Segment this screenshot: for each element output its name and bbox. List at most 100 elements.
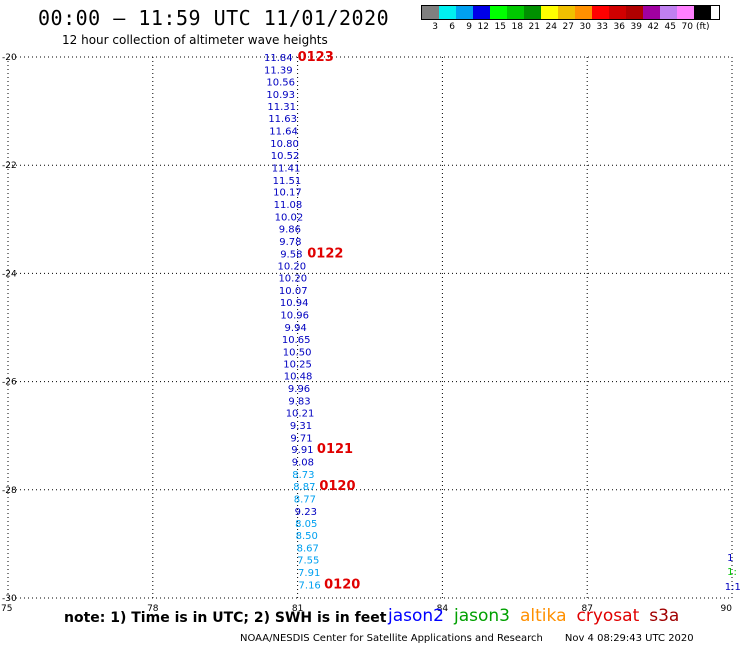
wave-height-label: 11.63: [268, 114, 297, 125]
pass-time-labels: 0123 0122 0121 0120 0120: [298, 50, 361, 592]
wave-height-label: 11.39: [264, 65, 293, 76]
color-scale-label: 18: [511, 22, 523, 32]
color-scale-label: 9: [466, 22, 472, 32]
color-scale-label: 12: [477, 22, 489, 32]
color-scale-label: 45: [664, 22, 676, 32]
wave-height-label: 10.20: [278, 274, 307, 285]
color-scale-labels: 3 6 9 12 15 18 21 24 27 30 33 36 39 42 45 70 (ft): [421, 22, 720, 32]
longitude-tick: 90: [721, 604, 733, 614]
latitude-tick: -24: [2, 269, 17, 279]
color-swatch: [643, 6, 660, 19]
color-swatch: [660, 6, 677, 19]
color-scale-label: 33: [596, 22, 608, 32]
satellite-legend-item: jason3: [454, 606, 510, 626]
wave-height-label: 11.64: [269, 127, 298, 138]
color-swatch: [473, 6, 490, 19]
generated-timestamp: Nov 4 08:29:43 UTC 2020: [564, 633, 694, 644]
color-scale-legend: 3 6 9 12 15 18 21 24 27 30 33 36 39 42 45 70 (ft): [421, 5, 720, 32]
color-swatch: [677, 6, 694, 19]
latitude-tick: -26: [2, 378, 17, 388]
wave-height-label: 10.17: [273, 188, 302, 199]
satellite-legend-item: s3a: [649, 606, 680, 626]
color-swatch: [422, 6, 439, 19]
longitude-tick-labels: 75 78 81 84 87 90: [1, 604, 732, 614]
satellite-legend: jason2 jason3 altika cryosat s3a: [388, 606, 679, 626]
color-scale-label: 36: [613, 22, 625, 32]
color-swatch: [609, 6, 626, 19]
wave-height-label: 10.48: [284, 372, 313, 383]
pass-time-label: 0120: [324, 577, 360, 592]
latitude-tick-labels: -20 -22 -24 -26 -28 -30: [2, 53, 17, 604]
latitude-tick: -30: [2, 594, 17, 604]
wave-height-label: 10.56: [266, 77, 295, 88]
satellite-legend-item: altika: [520, 606, 567, 626]
wave-height-label: 9.86: [279, 224, 301, 235]
pass-time-label: 0122: [307, 246, 343, 261]
credit-text: NOAA/NESDIS Center for Satellite Applica…: [240, 633, 543, 644]
color-swatch: [507, 6, 524, 19]
wave-height-label: 8.87: [293, 482, 315, 493]
page-subtitle: 12 hour collection of altimeter wave hei…: [62, 33, 328, 47]
wave-height-label: 10.50: [283, 347, 312, 358]
wave-height-label: 10.65: [282, 335, 311, 346]
latitude-tick: -22: [2, 161, 17, 171]
pass-time-label: 0123: [298, 50, 334, 65]
wave-height-label: 9.58: [280, 249, 302, 260]
wave-height-label: 9.91: [291, 445, 313, 456]
color-swatch: [558, 6, 575, 19]
color-swatch: [524, 6, 541, 19]
wave-height-label: 7.16: [299, 580, 321, 591]
color-scale-label: 70: [681, 22, 693, 32]
wave-height-label: 10.93: [266, 90, 295, 101]
wave-height-label: 10.80: [270, 139, 299, 150]
satellite-legend-item: jason2: [388, 606, 444, 626]
wave-height-label: 7.55: [297, 556, 319, 567]
edge-wave-label: 1: [727, 553, 733, 564]
color-scale-label: 24: [545, 22, 557, 32]
wave-height-label: 9.83: [288, 397, 310, 408]
wave-height-label: 9.08: [292, 458, 314, 469]
wave-height-label: 10.96: [280, 311, 309, 322]
wave-height-label: 10.07: [279, 286, 308, 297]
wave-height-label: 9.96: [288, 384, 310, 395]
wave-height-label: 10.20: [277, 261, 306, 272]
wave-height-label: 11.41: [272, 163, 301, 174]
color-scale-label: 21: [528, 22, 540, 32]
wave-height-label: 10.25: [283, 360, 312, 371]
pass-time-label: 0120: [319, 479, 355, 494]
pass-time-label: 0121: [317, 442, 353, 457]
wave-height-label: 8.77: [294, 494, 316, 505]
color-swatch: [456, 6, 473, 19]
wave-height-label: 8.67: [297, 544, 319, 555]
color-scale-label: 27: [562, 22, 574, 32]
wave-height-label: 11.31: [267, 102, 296, 113]
color-scale-label: 15: [494, 22, 506, 32]
wave-height-label: 9.23: [295, 507, 317, 518]
wave-height-label: 8.05: [295, 519, 317, 530]
wave-height-label: 10.21: [286, 408, 315, 419]
edge-wave-label: 1:: [727, 567, 737, 578]
color-swatch: [626, 6, 643, 19]
longitude-tick: 84: [437, 604, 449, 614]
lat-lon-grid: [7, 56, 733, 599]
satellite-legend-item: cryosat: [576, 606, 640, 626]
wave-height-label: 9.71: [290, 433, 312, 444]
color-swatch: [541, 6, 558, 19]
wave-height-label: 10.52: [271, 151, 300, 162]
color-scale-swatches: [421, 5, 720, 20]
wave-height-label: 11.84: [264, 53, 293, 64]
units-note: note: 1) Time is in UTC; 2) SWH is in fe…: [64, 610, 387, 626]
longitude-tick: 78: [147, 604, 159, 614]
edge-wave-labels: 1 1: 1:1: [725, 553, 740, 593]
longitude-tick: 81: [292, 604, 303, 614]
color-swatch: [490, 6, 507, 19]
wave-height-label: 9.31: [290, 421, 312, 432]
wave-height-label: 10.02: [275, 213, 304, 224]
wave-height-label: 8.50: [296, 531, 318, 542]
color-scale-label: 3: [432, 22, 438, 32]
color-scale-unit: (ft): [696, 22, 710, 32]
color-scale-label: 42: [647, 22, 659, 32]
wave-height-label: 11.51: [273, 176, 302, 187]
wave-height-label: 9.78: [279, 237, 301, 248]
